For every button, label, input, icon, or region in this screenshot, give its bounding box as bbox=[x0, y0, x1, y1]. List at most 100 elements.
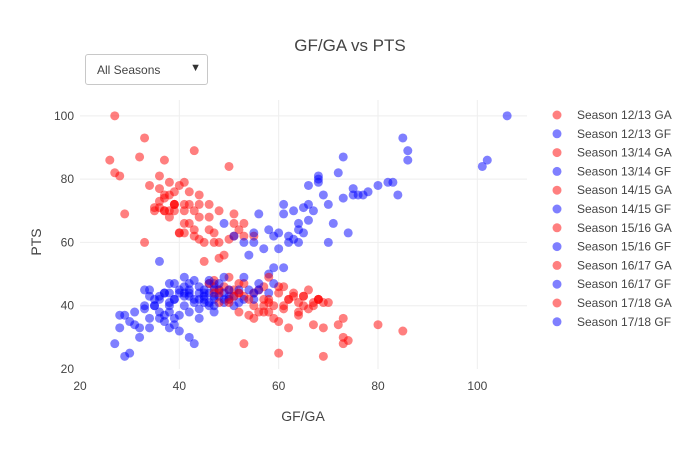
data-point bbox=[477, 161, 487, 171]
data-point bbox=[179, 199, 189, 209]
legend-marker bbox=[552, 223, 562, 233]
data-point bbox=[224, 285, 234, 295]
data-point bbox=[115, 323, 125, 333]
legend-item[interactable]: Season 13/14 GF bbox=[552, 164, 672, 178]
data-point bbox=[274, 317, 284, 327]
data-point bbox=[145, 180, 155, 190]
data-point bbox=[264, 225, 274, 235]
legend-marker bbox=[552, 298, 562, 308]
data-point bbox=[140, 285, 150, 295]
data-point bbox=[204, 301, 214, 311]
data-point bbox=[338, 313, 348, 323]
data-point bbox=[140, 304, 150, 314]
data-point bbox=[219, 218, 229, 228]
legend-item[interactable]: Season 12/13 GF bbox=[552, 127, 672, 141]
legend-marker bbox=[552, 260, 562, 270]
legend-marker bbox=[552, 129, 562, 139]
data-point bbox=[383, 177, 393, 187]
y-tick-label: 100 bbox=[54, 109, 74, 123]
chart-title: GF/GA vs PTS bbox=[294, 36, 405, 55]
legend-item[interactable]: Season 12/13 GA bbox=[552, 108, 672, 122]
data-point bbox=[204, 199, 214, 209]
chevron-down-icon: ▼ bbox=[190, 62, 201, 74]
legend-item[interactable]: Season 14/15 GF bbox=[552, 202, 672, 216]
data-point bbox=[159, 206, 169, 216]
data-point bbox=[154, 256, 164, 266]
data-point bbox=[174, 310, 184, 320]
legend-label: Season 12/13 GF bbox=[577, 127, 671, 141]
data-point bbox=[239, 279, 249, 289]
data-point bbox=[189, 146, 199, 156]
data-point bbox=[269, 279, 279, 289]
legend-item[interactable]: Season 17/18 GA bbox=[552, 296, 672, 310]
legend-item[interactable]: Season 17/18 GF bbox=[552, 315, 672, 329]
y-tick-label: 60 bbox=[61, 235, 75, 249]
data-point bbox=[184, 187, 194, 197]
data-point bbox=[279, 209, 289, 219]
legend-label: Season 17/18 GF bbox=[577, 315, 671, 329]
y-tick-label: 40 bbox=[61, 299, 75, 313]
data-point bbox=[249, 313, 259, 323]
data-point bbox=[239, 237, 249, 247]
data-point bbox=[318, 323, 328, 333]
data-point bbox=[284, 294, 294, 304]
legend-item[interactable]: Season 14/15 GA bbox=[552, 183, 672, 197]
legend-item[interactable]: Season 15/16 GA bbox=[552, 221, 672, 235]
data-point bbox=[343, 228, 353, 238]
data-point bbox=[264, 298, 274, 308]
data-point bbox=[328, 218, 338, 228]
data-point bbox=[269, 263, 279, 273]
data-point bbox=[204, 212, 214, 222]
data-point bbox=[204, 225, 214, 235]
data-point bbox=[150, 301, 159, 311]
data-point bbox=[398, 326, 408, 336]
data-point bbox=[303, 285, 313, 295]
legend-marker bbox=[552, 110, 562, 120]
season-dropdown-label: All Seasons bbox=[97, 63, 161, 77]
data-point bbox=[184, 218, 194, 228]
y-axis-label: PTS bbox=[28, 228, 44, 255]
data-point bbox=[164, 212, 174, 222]
legend-label: Season 17/18 GA bbox=[577, 296, 672, 310]
data-point bbox=[199, 237, 209, 247]
legend-item[interactable]: Season 15/16 GF bbox=[552, 240, 672, 254]
data-point bbox=[154, 291, 164, 301]
data-point bbox=[313, 294, 323, 304]
data-point bbox=[169, 294, 179, 304]
data-point bbox=[140, 133, 150, 143]
data-point bbox=[219, 272, 229, 282]
data-point bbox=[249, 237, 259, 247]
y-tick-label: 20 bbox=[61, 362, 75, 376]
data-point bbox=[274, 288, 284, 298]
season-dropdown[interactable]: All Seasons ▼ bbox=[85, 54, 208, 85]
data-point bbox=[294, 307, 304, 317]
legend-label: Season 13/14 GF bbox=[577, 164, 671, 178]
data-point bbox=[294, 218, 304, 228]
legend[interactable]: Season 12/13 GA Season 12/13 GF Season 13/… bbox=[552, 108, 672, 329]
data-point bbox=[269, 231, 279, 241]
data-point bbox=[239, 339, 249, 349]
data-point bbox=[338, 332, 348, 342]
data-point bbox=[279, 282, 289, 292]
data-point bbox=[323, 237, 333, 247]
data-point bbox=[308, 301, 318, 311]
legend-item[interactable]: Season 16/17 GA bbox=[552, 258, 672, 272]
data-point bbox=[184, 285, 194, 295]
legend-item[interactable]: Season 13/14 GA bbox=[552, 146, 672, 160]
data-point bbox=[229, 231, 239, 241]
data-point bbox=[249, 228, 259, 238]
data-point bbox=[338, 193, 348, 203]
data-point bbox=[403, 155, 413, 165]
data-point bbox=[254, 307, 264, 317]
legend-item[interactable]: Season 16/17 GF bbox=[552, 277, 672, 291]
data-point bbox=[214, 206, 224, 216]
data-point bbox=[303, 215, 313, 225]
data-point bbox=[164, 279, 174, 289]
data-point bbox=[179, 228, 189, 238]
data-point bbox=[239, 218, 249, 228]
legend-marker bbox=[552, 242, 562, 252]
data-point bbox=[289, 206, 299, 216]
data-point bbox=[348, 184, 358, 194]
axis-ticks: 20 40 60 80 100 20 40 60 80 100 bbox=[54, 109, 488, 393]
